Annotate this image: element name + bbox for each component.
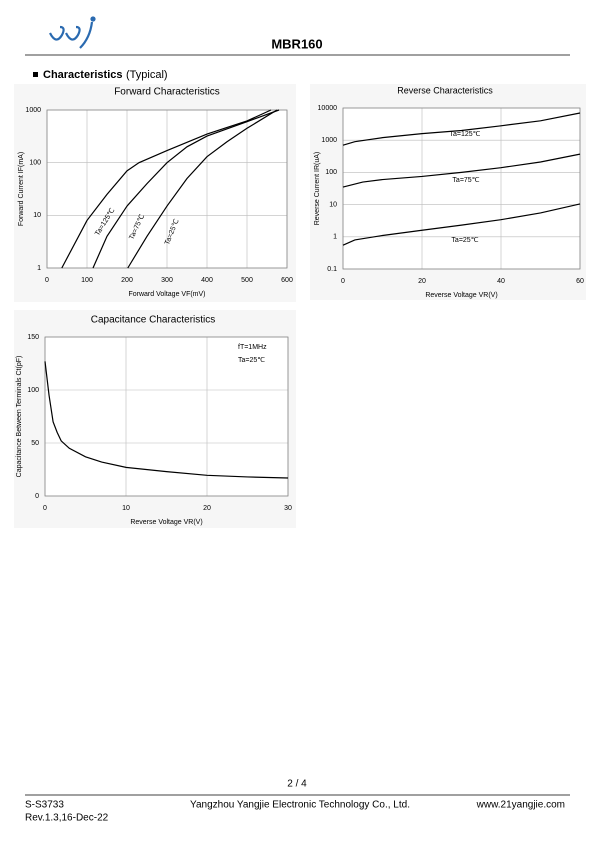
series-label: Ta=75℃ — [452, 177, 479, 184]
plot-frame — [342, 107, 581, 270]
series-line — [92, 109, 280, 269]
series-line — [44, 361, 289, 479]
series-line — [342, 112, 581, 146]
doc-title: MBR160 — [271, 36, 322, 51]
series-line — [61, 109, 272, 269]
y-tick-label: 10 — [329, 201, 337, 208]
bullet — [33, 72, 38, 77]
y-tick-label: 50 — [31, 440, 39, 447]
chart-title: Forward Characteristics — [114, 87, 220, 98]
x-tick-label: 0 — [45, 277, 49, 284]
x-axis-label: Reverse Voltage VR(V) — [130, 519, 202, 526]
x-tick-label: 10 — [122, 505, 130, 512]
x-tick-label: 20 — [418, 278, 426, 285]
x-tick-label: 600 — [281, 277, 293, 284]
x-axis-label: Reverse Voltage VR(V) — [425, 292, 497, 299]
annotation: Ta=25℃ — [238, 357, 265, 364]
y-tick-label: 150 — [27, 334, 39, 341]
x-tick-label: 400 — [201, 277, 213, 284]
plot-frame — [44, 336, 289, 497]
plot-frame — [46, 109, 288, 269]
website: www.21yangjie.com — [476, 800, 565, 811]
section-note: (Typical) — [126, 69, 168, 81]
series-line — [342, 153, 581, 188]
plot-area — [343, 108, 580, 269]
y-tick-label: 1 — [333, 234, 337, 241]
annotation: fT=1MHz — [238, 344, 267, 351]
doc-number: S-S3733 — [25, 800, 64, 811]
series-line — [342, 203, 581, 246]
x-tick-label: 0 — [43, 505, 47, 512]
y-tick-label: 0 — [35, 493, 39, 500]
revision: Rev.1.3,16-Dec-22 — [25, 813, 109, 824]
y-axis-label: Forward Current IF(mA) — [18, 152, 25, 226]
y-tick-label: 100 — [29, 160, 41, 167]
y-tick-label: 0.1 — [327, 266, 337, 273]
company: Yangzhou Yangjie Electronic Technology C… — [190, 800, 410, 811]
y-tick-label: 1000 — [25, 107, 41, 114]
section-title: Characteristics — [43, 69, 123, 81]
series-label: Ta=125℃ — [449, 131, 480, 138]
x-tick-label: 200 — [121, 277, 133, 284]
y-tick-label: 1 — [37, 265, 41, 272]
x-tick-label: 20 — [203, 505, 211, 512]
y-tick-label: 1000 — [321, 137, 337, 144]
x-tick-label: 60 — [576, 278, 584, 285]
x-tick-label: 30 — [284, 505, 292, 512]
series-line — [127, 109, 278, 269]
x-axis-label: Forward Voltage VF(mV) — [128, 291, 205, 298]
plot-area — [45, 337, 288, 496]
x-tick-label: 100 — [81, 277, 93, 284]
y-tick-label: 10 — [33, 212, 41, 219]
y-axis-label: Capacitance Between Terminals Ct(pF) — [16, 356, 23, 478]
chart-title: Capacitance Characteristics — [91, 315, 216, 326]
x-tick-label: 0 — [341, 278, 345, 285]
y-tick-label: 10000 — [318, 105, 338, 112]
series-label: Ta=25℃ — [451, 237, 478, 244]
page-number: 2 / 4 — [287, 779, 307, 790]
x-tick-label: 300 — [161, 277, 173, 284]
x-tick-label: 500 — [241, 277, 253, 284]
logo — [49, 16, 96, 49]
y-axis-label: Reverse Current IR(uA) — [314, 152, 321, 226]
x-tick-label: 40 — [497, 278, 505, 285]
y-tick-label: 100 — [325, 169, 337, 176]
y-tick-label: 100 — [27, 387, 39, 394]
chart-title: Reverse Characteristics — [397, 85, 493, 95]
